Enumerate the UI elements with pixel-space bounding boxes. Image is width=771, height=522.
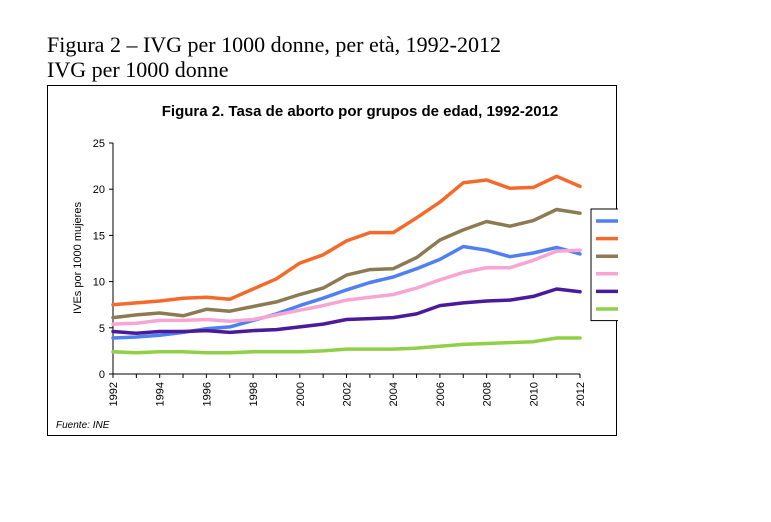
x-tick-label: 1992	[108, 382, 120, 406]
series-line-20	[111, 244, 582, 340]
page-title: Figura 2 – IVG per 1000 donne, per età, …	[47, 32, 501, 57]
series-line-20-24	[111, 174, 582, 307]
x-tick-label: 2012	[575, 382, 587, 406]
x-tick-label: 2002	[342, 382, 354, 406]
y-tick-label: 10	[93, 277, 105, 289]
y-tick-label: 25	[93, 138, 105, 150]
series-line-35-39	[111, 287, 582, 336]
y-axis-label: IVEs por 1000 mujeres	[72, 202, 84, 314]
x-tick-label: 2008	[482, 382, 494, 406]
legend: <2020-2425-2930-3435-3940+	[590, 208, 618, 322]
series-line-30-34	[111, 248, 582, 326]
page-subtitle: IVG per 1000 donne	[47, 57, 229, 82]
source-note: Fuente: INE	[56, 420, 110, 431]
x-tick-label: 2004	[388, 382, 400, 406]
axes: 0 5 10 15 20 25 1992 1994 1996 1998 2000 2002 2004 20…	[93, 138, 587, 406]
chart-frame: Figura 2. Tasa de aborto por grupos de e…	[47, 85, 618, 436]
chart-title: Figura 2. Tasa de aborto por grupos de e…	[162, 103, 559, 120]
x-tick-label: 1996	[201, 382, 213, 406]
x-tick-label: 1998	[248, 382, 260, 406]
series-line-40	[111, 336, 582, 355]
series-line-25-29	[111, 207, 582, 320]
x-tick-label: 2000	[295, 382, 307, 406]
line-chart: Figura 2. Tasa de aborto por grupos de e…	[56, 103, 618, 431]
y-tick-label: 20	[93, 184, 105, 196]
y-tick-label: 0	[99, 369, 105, 381]
series-lines	[111, 174, 582, 355]
x-tick-label: 2010	[528, 382, 540, 406]
y-tick-label: 5	[99, 323, 105, 335]
y-tick-label: 15	[93, 230, 105, 242]
x-tick-label: 2006	[435, 382, 447, 406]
legend-box	[590, 208, 618, 322]
x-tick-label: 1994	[155, 382, 167, 406]
